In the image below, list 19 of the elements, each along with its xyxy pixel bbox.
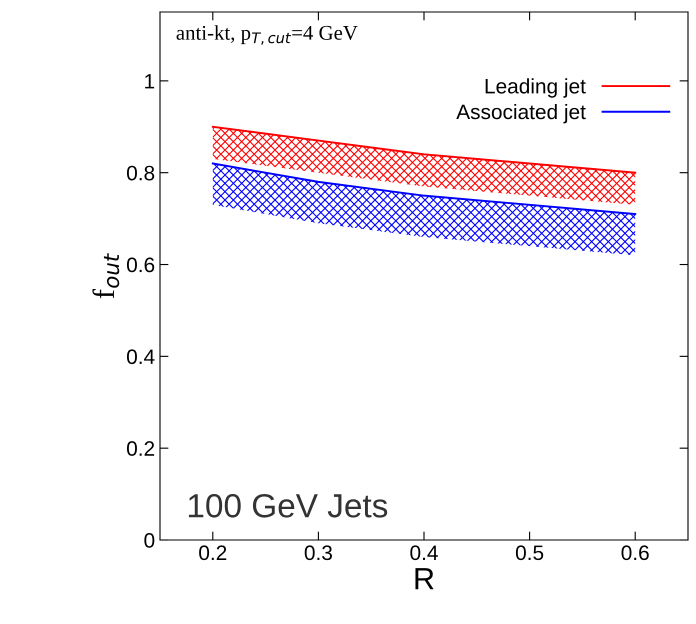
x-tick-label: 0.5	[516, 545, 544, 560]
line-series	[212, 126, 636, 174]
legend-label: Associated jet	[456, 104, 586, 124]
x-axis-title: R	[415, 568, 434, 590]
annotation: anti-kt, p$_{T,cut}$=4 GeV	[176, 25, 358, 45]
y-axis-title: f$_{out}$	[92, 253, 120, 298]
x-tick-label: 0.3	[304, 545, 332, 560]
x-tick-label: 0.6	[622, 545, 649, 560]
y-tick-label: 0.2	[126, 441, 154, 456]
annotation: 100 GeV Jets	[188, 494, 388, 518]
y-tick-label: 0	[144, 533, 154, 548]
y-tick-label: 1	[145, 74, 154, 88]
line-series	[212, 162, 636, 215]
x-tick-label: 0.2	[199, 545, 226, 560]
x-tick-label: 0.4	[410, 545, 438, 560]
y-tick-label: 0.4	[126, 349, 155, 364]
y-tick-label: 0.6	[126, 258, 154, 272]
y-tick-label: 0.8	[126, 166, 154, 180]
legend-label: Leading jet	[486, 78, 586, 98]
